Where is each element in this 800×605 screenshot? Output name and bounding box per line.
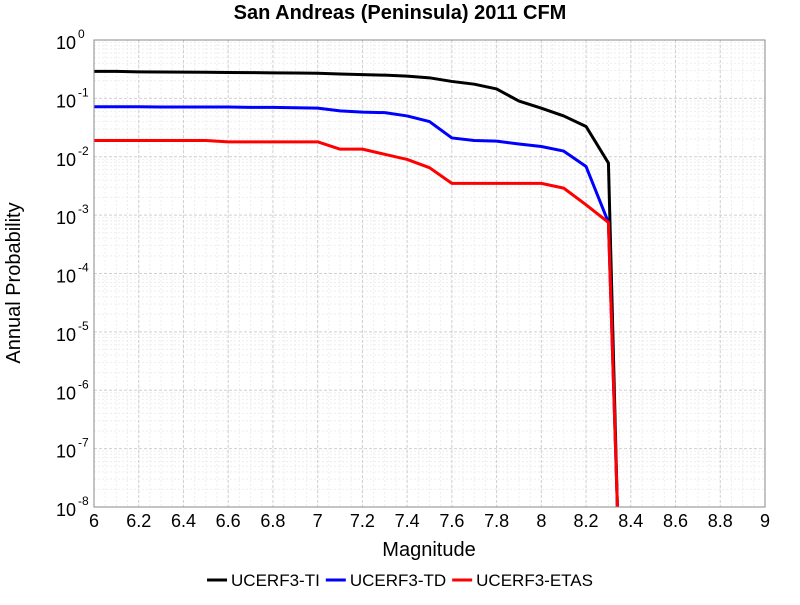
y-tick-exponent: -5: [78, 319, 89, 333]
x-tick-label: 6.4: [171, 511, 196, 531]
legend-item: UCERF3-TI: [207, 571, 320, 590]
legend-label: UCERF3-TD: [350, 571, 446, 590]
series-layer: [94, 69, 619, 508]
y-tick-label: 10 -2: [56, 144, 89, 170]
y-tick-label: 10 -8: [56, 494, 89, 520]
y-tick-exponent: -1: [78, 85, 89, 99]
y-tick-exponent: -3: [78, 202, 89, 216]
x-tick-label: 9: [760, 511, 770, 531]
x-tick-label: 8: [536, 511, 546, 531]
y-tick-label: 10 -3: [56, 202, 89, 228]
y-tick-exponent: -4: [78, 261, 89, 275]
series-line-ucerf3-ti: [94, 69, 619, 508]
y-tick-exponent: -6: [78, 377, 89, 391]
legend-item: UCERF3-ETAS: [452, 571, 593, 590]
plot-frame: [93, 39, 766, 508]
legend-label: UCERF3-ETAS: [476, 571, 593, 590]
y-tick-base: 10: [56, 150, 76, 170]
x-axis-label: Magnitude: [382, 539, 475, 561]
legend-item: UCERF3-TD: [325, 571, 446, 590]
x-tick-label: 7.8: [484, 511, 509, 531]
x-tick-label: 7.6: [439, 511, 464, 531]
legend: UCERF3-TI UCERF3-TD UCERF3-ETAS: [207, 571, 593, 590]
x-tick-label: 8.2: [574, 511, 599, 531]
legend-label: UCERF3-TI: [231, 571, 320, 590]
y-tick-label: 10 -7: [56, 436, 89, 462]
chart-title: San Andreas (Peninsula) 2011 CFM: [234, 2, 567, 24]
y-tick-base: 10: [56, 91, 76, 111]
series-line-ucerf3-etas: [94, 138, 619, 508]
y-tick-label: 10 -4: [56, 261, 89, 287]
y-tick-exponent: -7: [78, 436, 89, 450]
y-tick-base: 10: [56, 33, 76, 53]
series-line-ucerf3-td: [94, 105, 619, 508]
y-tick-exponent: -8: [78, 494, 89, 508]
y-tick-base: 10: [56, 500, 76, 520]
y-tick-base: 10: [56, 208, 76, 228]
y-axis-label: Annual Probability: [3, 202, 25, 363]
x-tick-label: 6.2: [126, 511, 151, 531]
y-tick-base: 10: [56, 267, 76, 287]
y-tick-label: 10 -6: [56, 377, 89, 403]
y-tick-label: 10 -5: [56, 319, 89, 345]
y-tick-label: 10 0: [56, 27, 85, 53]
y-tick-exponent: 0: [78, 27, 85, 41]
x-axis-ticks: 6 6.2 6.4 6.6 6.8 7 7.2 7.4 7.6 7.8 8 8.2 8.4 8.6 8.8 9: [89, 511, 770, 531]
x-tick-label: 8.6: [663, 511, 688, 531]
x-tick-label: 6.6: [216, 511, 241, 531]
y-tick-exponent: -2: [78, 144, 89, 158]
x-tick-label: 7.4: [395, 511, 420, 531]
x-tick-label: 6: [89, 511, 99, 531]
x-tick-label: 7: [313, 511, 323, 531]
y-tick-base: 10: [56, 442, 76, 462]
y-tick-base: 10: [56, 325, 76, 345]
x-tick-label: 6.8: [260, 511, 285, 531]
x-tick-label: 8.4: [618, 511, 643, 531]
x-tick-label: 8.8: [708, 511, 733, 531]
y-tick-label: 10 -1: [56, 85, 89, 111]
y-tick-base: 10: [56, 383, 76, 403]
x-tick-label: 7.2: [350, 511, 375, 531]
